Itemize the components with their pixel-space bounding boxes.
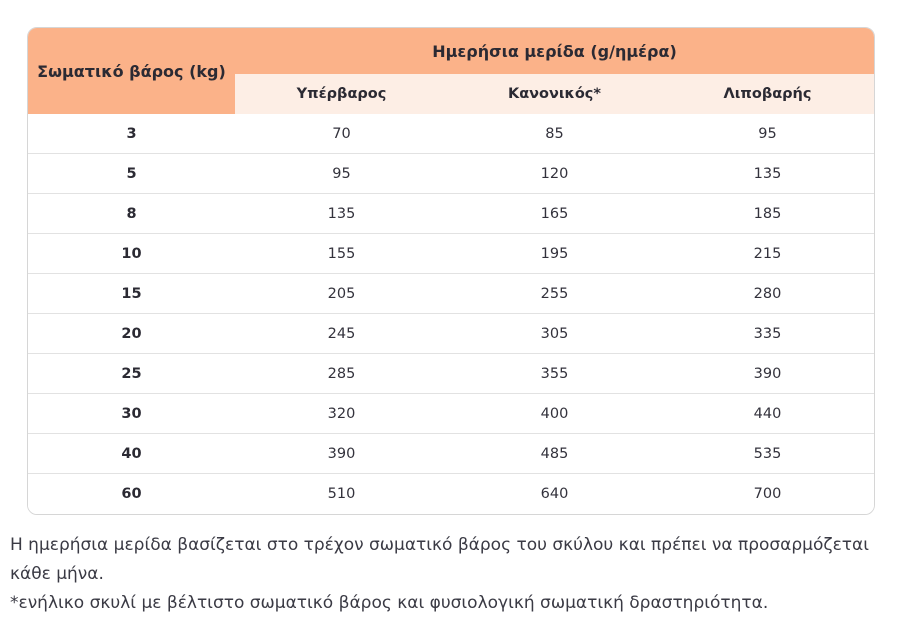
table-row: 40 390 485 535: [28, 434, 874, 474]
table-body: 3 70 85 95 5 95 120 135 8 135 165 185 10…: [28, 114, 874, 514]
portion-underweight: 335: [753, 325, 782, 342]
weight-value: 10: [121, 245, 142, 262]
feeding-guide-table: Σωματικό βάρος (kg) Ημερήσια μερίδα (g/η…: [27, 27, 875, 515]
portion-overweight: 245: [327, 325, 356, 342]
weight-value: 25: [121, 365, 142, 382]
weight-value: 30: [121, 405, 142, 422]
portion-underweight: 280: [753, 285, 782, 302]
portion-underweight: 700: [753, 486, 782, 502]
table-title: Ημερήσια μερίδα (g/ημέρα): [235, 28, 874, 74]
portion-normal: 400: [540, 405, 569, 422]
portion-underweight: 440: [753, 405, 782, 422]
portion-overweight: 320: [327, 405, 356, 422]
portion-underweight: 535: [753, 445, 782, 462]
column-header-overweight: Υπέρβαρος: [296, 86, 387, 102]
weight-value: 5: [126, 165, 137, 182]
portion-normal: 255: [540, 285, 569, 302]
column-header-normal: Κανονικός*: [507, 86, 601, 102]
portion-overweight: 70: [332, 125, 351, 142]
weight-value: 8: [126, 205, 137, 222]
portion-underweight: 390: [753, 365, 782, 382]
portion-normal: 485: [540, 445, 569, 462]
portion-normal: 165: [540, 205, 569, 222]
table-row: 20 245 305 335: [28, 314, 874, 354]
weight-value: 60: [121, 486, 142, 502]
table-header: Σωματικό βάρος (kg) Ημερήσια μερίδα (g/η…: [28, 28, 874, 114]
portion-overweight: 135: [327, 205, 356, 222]
weight-value: 20: [121, 325, 142, 342]
portion-underweight: 95: [758, 125, 777, 142]
portion-header-group: Ημερήσια μερίδα (g/ημέρα) Υπέρβαρος Κανο…: [235, 28, 874, 114]
table-row: 3 70 85 95: [28, 114, 874, 154]
portion-overweight: 390: [327, 445, 356, 462]
page: Σωματικό βάρος (kg) Ημερήσια μερίδα (g/η…: [10, 27, 875, 613]
portion-normal: 85: [545, 125, 564, 142]
portion-normal: 305: [540, 325, 569, 342]
table-row: 15 205 255 280: [28, 274, 874, 314]
weight-value: 40: [121, 445, 142, 462]
footnotes: Η ημερήσια μερίδα βασίζεται στο τρέχον σ…: [10, 531, 901, 618]
weight-value: 3: [126, 125, 137, 142]
condition-subheader-row: Υπέρβαρος Κανονικός* Λιποβαρής: [235, 74, 874, 114]
portion-underweight: 215: [753, 245, 782, 262]
column-header-underweight: Λιποβαρής: [723, 86, 812, 102]
table-row: 5 95 120 135: [28, 154, 874, 194]
portion-overweight: 95: [332, 165, 351, 182]
portion-underweight: 135: [753, 165, 782, 182]
table-row: 25 285 355 390: [28, 354, 874, 394]
portion-normal: 120: [540, 165, 569, 182]
portion-normal: 355: [540, 365, 569, 382]
portion-overweight: 510: [327, 486, 356, 502]
table-row: 60 510 640 700: [28, 474, 874, 514]
footnote-adult-dog: *ενήλικο σκυλί με βέλτιστο σωματικό βάρο…: [10, 593, 769, 613]
portion-overweight: 155: [327, 245, 356, 262]
portion-overweight: 285: [327, 365, 356, 382]
weight-value: 15: [121, 285, 142, 302]
footnote-monthly-adjustment: Η ημερήσια μερίδα βασίζεται στο τρέχον σ…: [10, 535, 869, 584]
table-row: 30 320 400 440: [28, 394, 874, 434]
table-row: 10 155 195 215: [28, 234, 874, 274]
portion-normal: 195: [540, 245, 569, 262]
portion-underweight: 185: [753, 205, 782, 222]
portion-overweight: 205: [327, 285, 356, 302]
weight-column-header: Σωματικό βάρος (kg): [28, 28, 235, 114]
portion-normal: 640: [540, 486, 569, 502]
table-row: 8 135 165 185: [28, 194, 874, 234]
